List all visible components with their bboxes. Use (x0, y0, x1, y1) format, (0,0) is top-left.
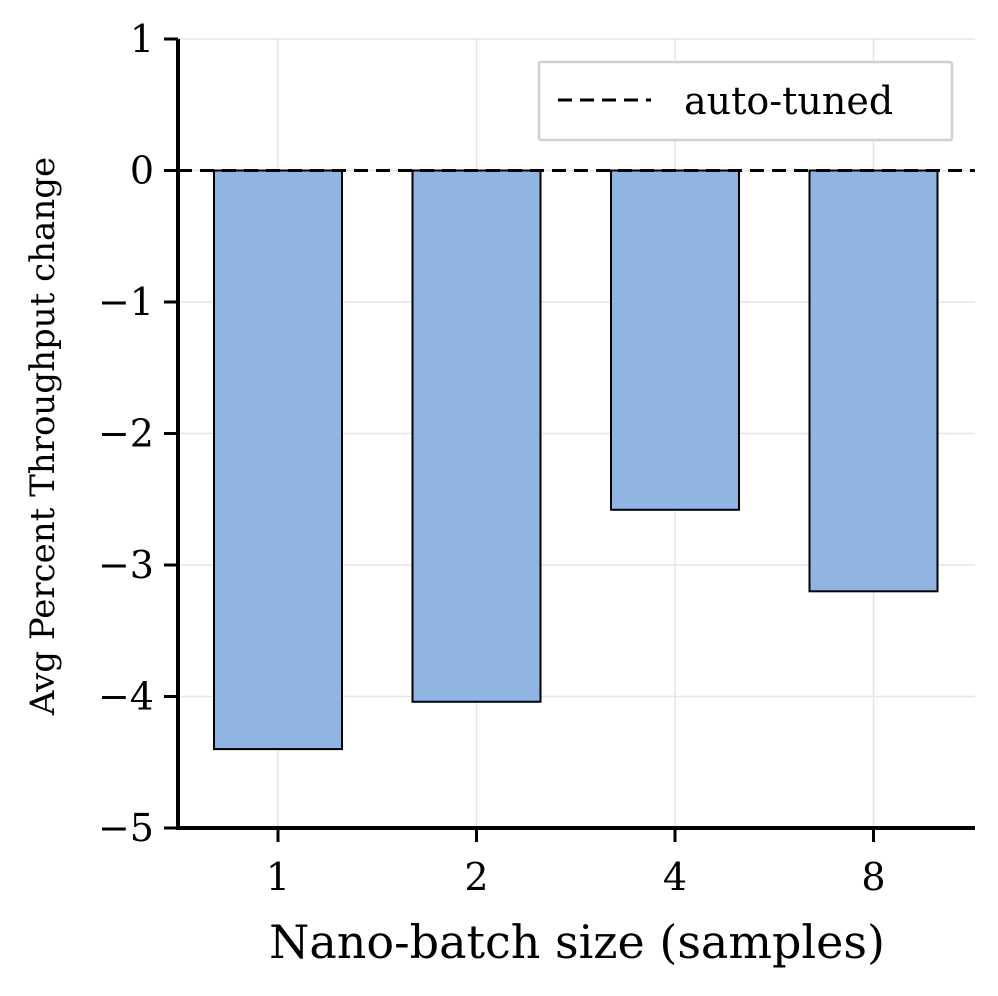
y-tick-label: −3 (98, 543, 154, 587)
bar-4 (610, 169, 740, 511)
legend-frame (537, 60, 954, 142)
bar-1 (213, 169, 343, 751)
bar-8 (808, 169, 939, 593)
y-tick-label: −4 (98, 675, 154, 719)
y-axis-label: Avg Percent Throughput change (23, 157, 63, 716)
x-axis-label: Nano-batch size (samples) (269, 915, 885, 969)
y-axis-ticks: 1 0 −1 −2 −3 −4 −5 (98, 17, 178, 850)
bars (213, 169, 939, 751)
y-tick-label: −5 (98, 806, 154, 850)
legend: auto-tuned (537, 60, 954, 142)
x-tick-label: 2 (464, 855, 488, 899)
bar-2 (411, 169, 542, 703)
x-axis-ticks: 1 2 4 8 (266, 828, 886, 899)
y-tick-label: 0 (130, 149, 154, 193)
y-tick-label: −2 (98, 412, 154, 456)
legend-entry-auto-tuned: auto-tuned (684, 79, 893, 123)
y-tick-label: 1 (130, 17, 154, 61)
x-tick-label: 4 (663, 855, 687, 899)
y-tick-label: −1 (98, 280, 154, 324)
x-tick-label: 1 (266, 855, 290, 899)
x-tick-label: 8 (861, 855, 885, 899)
